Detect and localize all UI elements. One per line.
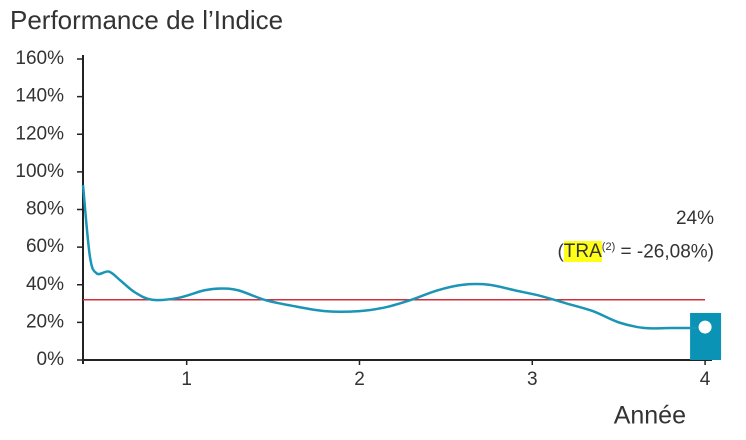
y-tick-label: 80%	[26, 199, 64, 220]
chart-title: Performance de l’Indice	[10, 5, 283, 35]
line-series	[81, 184, 697, 330]
annotation-value: 24%	[675, 208, 714, 229]
y-tick-label: 20%	[26, 311, 64, 332]
text: = -26,08%)	[615, 241, 714, 263]
y-tick-label: 160%	[15, 48, 64, 69]
annotation-tra: (TRA(2) = -26,08%)	[557, 233, 714, 266]
highlight: TRA	[563, 241, 602, 263]
annotation: 24% (TRA(2) = -26,08%)	[557, 205, 714, 266]
x-tick-label: 2	[354, 369, 365, 390]
final-bar	[690, 312, 722, 360]
y-tick-label: 120%	[15, 123, 64, 144]
footnote: (2)	[601, 241, 616, 253]
y-tick-label: 60%	[26, 236, 64, 257]
final-point	[698, 320, 712, 334]
x-tick-label: 3	[527, 369, 538, 390]
y-tick-label: 0%	[37, 349, 65, 370]
y-tick-label: 100%	[15, 161, 64, 182]
x-tick-label: 4	[700, 369, 711, 390]
y-tick-label: 40%	[26, 274, 64, 295]
x-axis-label: Année	[614, 402, 686, 430]
x-tick-label: 1	[181, 369, 192, 390]
y-tick-label: 140%	[15, 86, 64, 107]
text: (	[557, 241, 564, 263]
